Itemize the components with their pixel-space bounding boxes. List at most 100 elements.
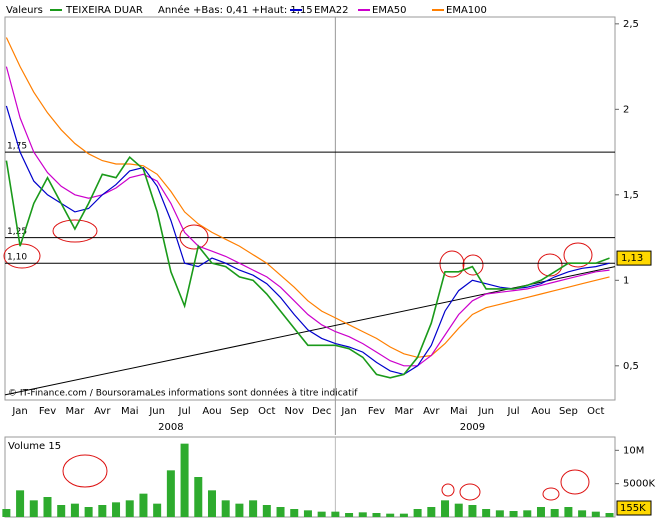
volume-title: Volume 15 xyxy=(8,441,61,452)
subtitle: Année +Bas: 0,41 +Haut: 1,15 xyxy=(158,4,313,16)
volume-bar xyxy=(57,505,66,517)
series-line xyxy=(5,37,610,358)
volume-bar xyxy=(125,500,134,517)
year-label: 2008 xyxy=(158,422,183,433)
volume-bar xyxy=(413,509,422,517)
volume-bar xyxy=(591,511,600,517)
volume-bar xyxy=(317,511,326,517)
volume-bar xyxy=(84,507,93,517)
price-panel xyxy=(4,16,616,401)
annotation-circle xyxy=(560,469,590,495)
x-tick-label: Oct xyxy=(258,406,275,417)
volume-bar xyxy=(235,503,244,517)
volume-bar xyxy=(441,500,450,517)
volume-bar xyxy=(43,497,52,517)
y-tick-label: 1,5 xyxy=(623,190,639,201)
x-tick-label: Mai xyxy=(121,406,139,417)
x-tick-label: Mai xyxy=(450,406,468,417)
y-tick-label: 1 xyxy=(623,275,629,286)
header-label: Valeurs xyxy=(6,5,43,16)
y-tick-label: 2 xyxy=(623,104,629,115)
x-tick-label: Fev xyxy=(39,406,56,417)
volume-bar xyxy=(112,502,121,517)
year-label: 2009 xyxy=(460,422,485,433)
volume-bar xyxy=(523,510,532,517)
volume-bar xyxy=(303,510,312,517)
volume-bar xyxy=(139,493,148,517)
annotation-circle xyxy=(542,487,560,501)
volume-bar xyxy=(221,500,230,517)
y-tick-label: 0,5 xyxy=(623,361,639,372)
annotation-circle xyxy=(563,242,593,268)
legend-label: TEIXEIRA DUAR xyxy=(65,5,143,16)
legend: Valeurs TEIXEIRA DUAR Année +Bas: 0,41 +… xyxy=(6,4,487,16)
volume-bar xyxy=(331,511,340,517)
series-line xyxy=(5,155,610,379)
x-tick-label: Avr xyxy=(94,406,111,417)
x-tick-label: Sep xyxy=(230,406,249,417)
volume-bar xyxy=(29,500,38,517)
x-tick-label: Dec xyxy=(312,406,331,417)
y-tick-label: 10M xyxy=(623,445,644,456)
last-volume-label: 155K xyxy=(620,503,646,514)
x-tick-label: Fev xyxy=(368,406,385,417)
annotation-circle xyxy=(441,483,455,497)
legend-label: EMA100 xyxy=(446,5,487,16)
volume-bar xyxy=(207,490,216,517)
volume-bar xyxy=(399,513,408,517)
volume-bar xyxy=(98,505,107,517)
volume-bar xyxy=(358,512,367,517)
x-tick-label: Jun xyxy=(477,406,494,417)
volume-bar xyxy=(495,510,504,517)
volume-bar xyxy=(468,505,477,517)
x-tick-label: Aou xyxy=(202,406,221,417)
x-tick-label: Jun xyxy=(148,406,165,417)
last-volume-box xyxy=(616,500,652,516)
volume-bar xyxy=(578,510,587,517)
level-label: 1,10 xyxy=(7,253,27,263)
last-price-box xyxy=(616,250,652,266)
annotation-circle xyxy=(459,483,481,501)
volume-bar xyxy=(16,490,25,517)
x-tick-label: Oct xyxy=(587,406,604,417)
legend-label: EMA22 xyxy=(314,5,349,16)
series-line xyxy=(5,66,610,367)
annotation-circle xyxy=(62,454,108,488)
annotation-circle xyxy=(439,250,465,278)
last-price-label: 1,13 xyxy=(621,253,643,264)
volume-bar xyxy=(249,500,258,517)
volume-bar xyxy=(262,505,271,517)
annotations xyxy=(3,219,593,501)
x-tick-label: Nov xyxy=(284,406,304,417)
volume-bar xyxy=(2,509,11,517)
volume-bar xyxy=(605,513,614,517)
x-tick-label: Sep xyxy=(559,406,578,417)
level-label: 1,75 xyxy=(7,142,27,152)
footnote: © IT-Finance.com / BoursoramaLes informa… xyxy=(8,388,358,399)
volume-bar xyxy=(427,507,436,517)
volume-bar xyxy=(564,507,573,517)
x-tick-label: Avr xyxy=(423,406,440,417)
annotation-circle xyxy=(537,253,563,277)
volume-bar xyxy=(153,503,162,517)
y-tick-label: 5000K xyxy=(623,479,655,490)
volume-bar xyxy=(276,507,285,517)
x-tick-label: Mar xyxy=(394,406,414,417)
x-tick-label: Jan xyxy=(340,406,356,417)
volume-bar xyxy=(550,509,559,517)
legend-label: EMA50 xyxy=(372,5,407,16)
x-tick-label: Mar xyxy=(65,406,85,417)
x-tick-label: Jan xyxy=(11,406,27,417)
volume-panel xyxy=(4,436,616,518)
x-tick-label: Jul xyxy=(507,406,520,417)
annotation-circle xyxy=(52,219,98,243)
annotation-circle xyxy=(3,243,41,269)
volume-bar xyxy=(482,509,491,517)
volume-bar xyxy=(372,513,381,517)
level-label: 1,25 xyxy=(7,227,27,237)
annotation-circle xyxy=(179,224,209,250)
volume-bar xyxy=(290,509,299,517)
volume-bar xyxy=(180,443,189,517)
